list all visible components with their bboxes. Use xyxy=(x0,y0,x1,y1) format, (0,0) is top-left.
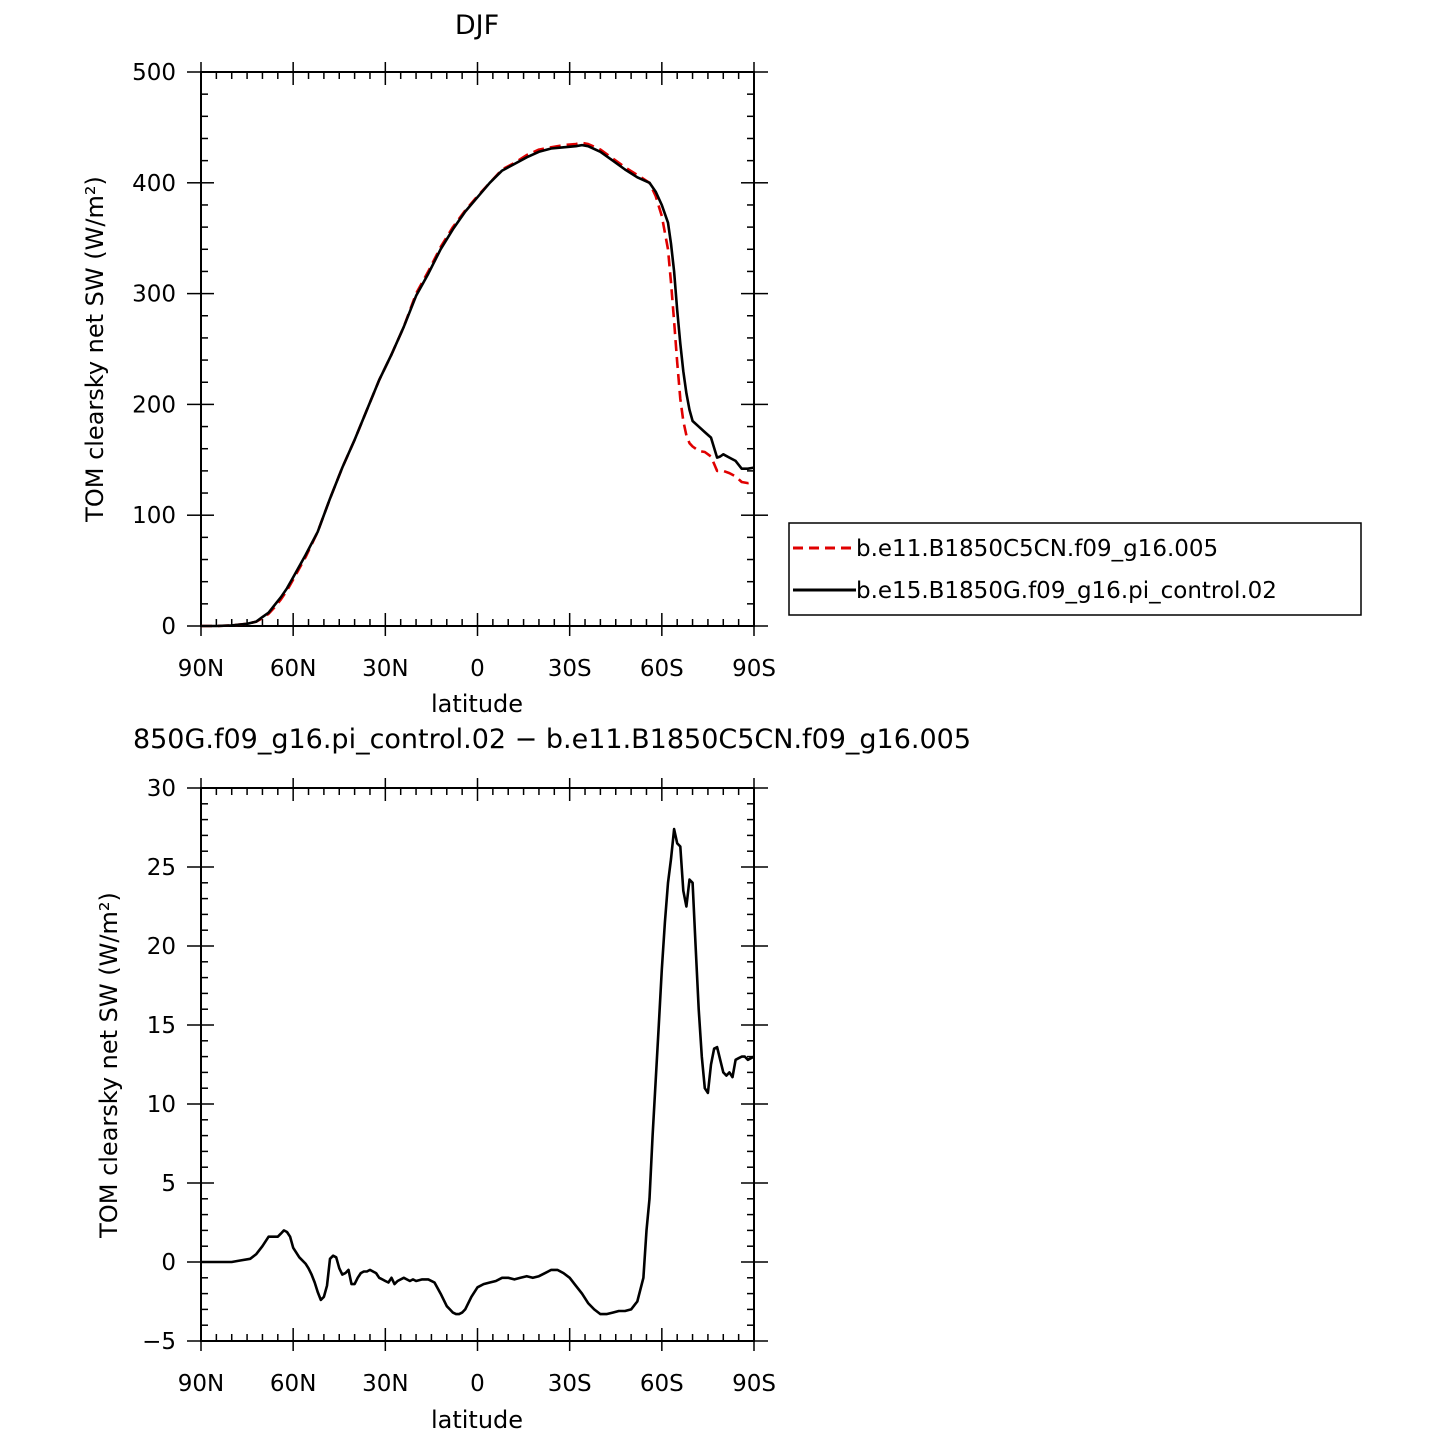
bottom-difference-plot: 850G.f09_g16.pi_control.02 − b.e11.B1850… xyxy=(95,724,971,1434)
top-x-tick-label: 60S xyxy=(640,656,684,682)
bottom-x-tick-label: 60N xyxy=(270,1371,316,1397)
top-y-tick-label: 100 xyxy=(132,503,176,529)
bottom-x-tick-label: 90S xyxy=(732,1371,776,1397)
legend-label-series-1: b.e11.B1850C5CN.f09_g16.005 xyxy=(856,536,1218,562)
top-line-plot: DJF latitude TOM clearsky net SW (W/m²) … xyxy=(81,10,776,718)
top-x-tick-label: 60N xyxy=(270,656,316,682)
bottom-x-axis-label: latitude xyxy=(431,1406,523,1434)
legend-box xyxy=(788,522,1362,616)
bottom-plot-title: 850G.f09_g16.pi_control.02 − b.e11.B1850… xyxy=(133,724,971,755)
bottom-x-tick-label: 0 xyxy=(470,1371,485,1397)
bottom-x-tick-label: 60S xyxy=(640,1371,684,1397)
bottom-y-axis-label: TOM clearsky net SW (W/m²) xyxy=(95,892,123,1239)
legend-label-series-2: b.e15.B1850G.f09_g16.pi_control.02 xyxy=(856,578,1277,604)
bottom-series-line-1 xyxy=(201,827,755,1316)
bottom-x-tick-label: 30S xyxy=(548,1371,592,1397)
bottom-y-tick-label: 10 xyxy=(147,1092,176,1118)
top-y-tick-label: 200 xyxy=(132,392,176,418)
top-x-tick-label: 0 xyxy=(470,656,485,682)
top-y-axis-label: TOM clearsky net SW (W/m²) xyxy=(81,176,109,523)
bottom-x-tick-label: 90N xyxy=(178,1371,224,1397)
bottom-y-tick-label: 15 xyxy=(147,1013,176,1039)
bottom-x-tick-label: 30N xyxy=(362,1371,408,1397)
top-series-line-2 xyxy=(201,143,755,628)
top-y-tick-label: 300 xyxy=(132,282,176,308)
legend: b.e11.B1850C5CN.f09_g16.005 b.e15.B1850G… xyxy=(788,522,1362,616)
top-x-axis-label: latitude xyxy=(431,690,523,718)
top-y-tick-label: 500 xyxy=(132,60,176,86)
top-series-line-1 xyxy=(201,141,755,628)
bottom-y-tick-label: 0 xyxy=(161,1250,176,1276)
bottom-y-tick-label: −5 xyxy=(142,1329,176,1355)
top-x-tick-label: 90S xyxy=(732,656,776,682)
bottom-y-tick-label: 20 xyxy=(147,934,176,960)
bottom-y-tick-label: 5 xyxy=(161,1171,176,1197)
top-y-tick-label: 400 xyxy=(132,171,176,197)
bottom-plot-frame xyxy=(200,787,755,1342)
bottom-y-tick-label: 25 xyxy=(147,855,176,881)
top-x-tick-label: 30N xyxy=(362,656,408,682)
top-plot-frame xyxy=(200,71,755,627)
top-x-tick-label: 30S xyxy=(548,656,592,682)
top-x-tick-label: 90N xyxy=(178,656,224,682)
top-plot-title: DJF xyxy=(455,10,499,41)
top-y-tick-label: 0 xyxy=(161,614,176,640)
bottom-y-tick-label: 30 xyxy=(147,776,176,802)
